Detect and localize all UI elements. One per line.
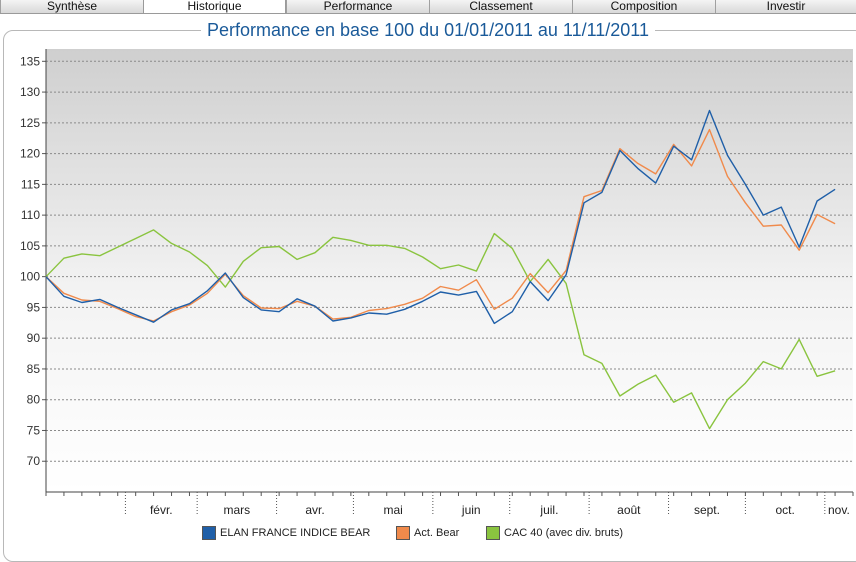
y-tick-label: 115 — [21, 177, 40, 191]
tab-composition[interactable]: Composition — [572, 0, 715, 13]
legend-swatch-elan-bear — [202, 526, 216, 540]
y-tick-label: 100 — [20, 270, 40, 284]
series-line-cac40 — [45, 229, 836, 430]
x-tick-label: juil. — [539, 503, 558, 517]
y-tick-label: 70 — [27, 454, 41, 468]
x-tick-label: mai — [383, 503, 402, 517]
y-tick-label: 120 — [20, 147, 40, 161]
y-tick-label: 125 — [20, 116, 40, 130]
series-line-act-bear — [45, 128, 836, 322]
y-tick-label: 80 — [27, 393, 41, 407]
y-tick-label: 105 — [20, 239, 40, 253]
x-tick-label: sept. — [694, 503, 720, 517]
plot-area — [46, 49, 853, 492]
tab-bar: Synthèse Historique Performance Classeme… — [0, 0, 856, 14]
y-tick-label: 95 — [27, 300, 41, 314]
performance-chart: 70 75 80 85 90 95 100 105 110 115 120 125 130 135 févr… — [20, 49, 854, 517]
x-tick-label: févr. — [150, 503, 173, 517]
series-line-elan-bear — [45, 109, 836, 325]
legend-label-act-bear: Act. Bear — [414, 527, 460, 539]
legend-label-elan-bear: ELAN FRANCE INDICE BEAR — [220, 527, 371, 539]
tab-historique[interactable]: Historique — [143, 0, 286, 13]
y-tick-label: 130 — [20, 85, 40, 99]
y-tick-label: 110 — [21, 208, 40, 222]
legend-label-cac40: CAC 40 (avec div. bruts) — [504, 527, 624, 539]
x-tick-label: nov. — [828, 503, 850, 517]
tab-synthese[interactable]: Synthèse — [0, 0, 143, 13]
tab-investir[interactable]: Investir — [715, 0, 856, 13]
x-tick-label: mars — [224, 503, 251, 517]
y-tick-label: 85 — [27, 362, 41, 376]
x-tick-label: août — [617, 503, 641, 517]
chart-title: Performance en base 100 du 01/01/2011 au… — [0, 19, 856, 41]
x-tick-label: oct. — [775, 503, 794, 517]
legend-swatch-act-bear — [396, 526, 410, 540]
chart-title-text: Performance en base 100 du 01/01/2011 au… — [200, 20, 655, 40]
x-tick-label: juin — [461, 503, 481, 517]
legend-swatch-cac40 — [486, 526, 500, 540]
y-tick-label: 75 — [27, 423, 41, 437]
chart-legend: ELAN FRANCE INDICE BEAR Act. Bear CAC 40… — [0, 526, 856, 540]
y-tick-label: 90 — [27, 331, 41, 345]
tab-performance[interactable]: Performance — [286, 0, 429, 13]
tab-classement[interactable]: Classement — [429, 0, 572, 13]
y-tick-label: 135 — [20, 54, 40, 68]
x-tick-label: avr. — [305, 503, 324, 517]
